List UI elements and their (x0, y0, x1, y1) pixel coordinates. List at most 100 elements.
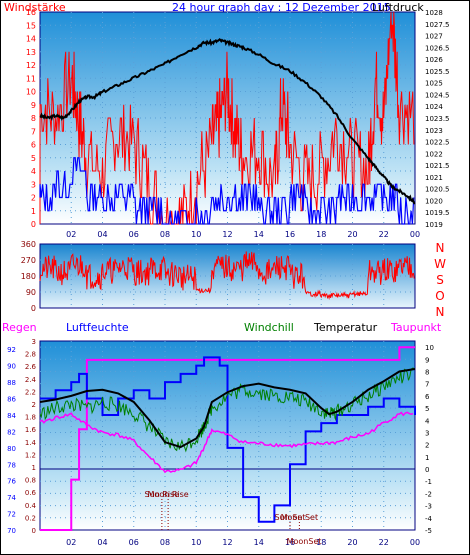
humidity-y-tick-label: 80 (7, 445, 16, 453)
wind-x-tick-label: 16 (285, 230, 295, 239)
wind-y-tick-label: 3 (31, 180, 36, 189)
direction-series (39, 251, 415, 301)
dewpoint-line (39, 411, 414, 474)
humidity-y-tick-label: 82 (7, 428, 16, 436)
wind-y-tick-label: 8 (31, 114, 36, 123)
rain-y-tick-label: 1.6 (25, 426, 37, 434)
pressure-y-tick-label: 1027 (425, 33, 443, 41)
pressure-y-tick-label: 1025 (425, 80, 443, 88)
pressure-y-tick-label: 1024.5 (425, 91, 450, 99)
temperature-y-tick-label: -5 (425, 527, 432, 535)
rain-y-tick-label: 2.2 (25, 388, 36, 396)
temperature-y-tick-label: 6 (425, 393, 430, 401)
humidity-label: Luftfeuchte (66, 321, 129, 334)
compass-label: O (435, 289, 444, 303)
temperature-y-tick-label: 1 (425, 454, 429, 462)
pressure-y-tick-label: 1019 (425, 221, 443, 229)
pressure-y-tick-label: 1023.5 (425, 115, 450, 123)
pressure-y-tick-label: 1022.5 (425, 139, 450, 147)
annotation-label: Sun Set (275, 513, 306, 522)
pressure-y-tick-label: 1021 (425, 174, 443, 182)
pressure-y-tick-label: 1025.5 (425, 68, 450, 76)
humidity-y-tick-label: 74 (7, 494, 16, 502)
direction-y-ticks: 360 270 180 90 0 (21, 240, 36, 313)
rain-label: Regen (2, 321, 37, 334)
temperature-y-tick-label: 10 (425, 344, 434, 352)
wind-x-tick-label: 08 (160, 230, 170, 239)
rain-y-tick-label: 2.4 (25, 376, 37, 384)
annotation-label: Moon Set (281, 513, 318, 522)
wind-grid (40, 12, 415, 224)
compass-label: N (436, 241, 445, 255)
rain-y-tick-label: 1 (32, 464, 36, 472)
humidity-y-tick-label: 92 (7, 346, 16, 354)
compass-label: N (436, 305, 445, 319)
wind-direction-line (39, 251, 415, 301)
pressure-line (39, 37, 416, 205)
pressure-y-tick-label: 1026.5 (425, 44, 450, 52)
wind-y-tick-label: 9 (31, 101, 36, 110)
wind-x-tick-label: 04 (97, 230, 107, 239)
temperature-y-tick-label: 9 (425, 356, 429, 364)
temperature-y-tick-label: -4 (425, 515, 433, 523)
wind-x-tick-label: 14 (254, 230, 264, 239)
wind-y-tick-label: 1 (31, 207, 36, 216)
direction-y-tick-label: 270 (21, 256, 36, 265)
wind-y-tick-label: 16 (26, 8, 36, 17)
rain-y-tick-label: 3 (32, 338, 36, 346)
wind-y-tick-label: 6 (31, 141, 36, 150)
wind-y-tick-label: 7 (31, 127, 36, 136)
wind-strength-label: Windstärke (4, 1, 66, 14)
wind-x-ticks: 02 04 06 08 10 12 14 16 18 20 22 00 (66, 230, 420, 239)
compass-label: S (436, 273, 444, 287)
pressure-y-tick-label: 1020 (425, 197, 443, 205)
direction-y-tick-label: 360 (21, 240, 36, 249)
wind-x-tick-label: 06 (129, 230, 139, 239)
wind-x-tick-label: 12 (222, 230, 232, 239)
temperature-panel: Regen Luftfeuchte Windchill Temperatur T… (2, 321, 442, 547)
temperature-x-tick-label: 06 (129, 538, 139, 547)
rain-y-tick-label: 1.2 (25, 451, 36, 459)
temperature-y-tick-label: 8 (425, 368, 429, 376)
direction-grid (40, 244, 415, 308)
rain-y-tick-label: 2.6 (25, 363, 37, 371)
pressure-y-tick-label: 1022 (425, 150, 443, 158)
rain-y-tick-label: 0.4 (25, 502, 37, 510)
temperature-grid (40, 341, 415, 530)
temperature-x-tick-label: 22 (379, 538, 389, 547)
humidity-y-tick-label: 72 (7, 511, 16, 519)
temperature-x-tick-label: 08 (160, 538, 170, 547)
temperature-x-tick-label: 16 (285, 538, 295, 547)
temperature-y-tick-label: 3 (425, 429, 429, 437)
wind-series (39, 11, 416, 225)
temperature-y-tick-label: 4 (425, 417, 430, 425)
temperature-x-tick-label: 18 (316, 538, 326, 547)
annotation-label: Sun Rise (145, 490, 180, 499)
temperature-label: Temperatur (313, 321, 378, 334)
pressure-y-tick-label: 1019.5 (425, 209, 450, 217)
temperature-x-ticks: 02 04 06 08 10 12 14 16 18 20 22 00 (66, 538, 420, 547)
direction-y-tick-label: 180 (21, 272, 36, 281)
dewpoint-label: Taupunkt (390, 321, 442, 334)
humidity-y-tick-label: 90 (7, 363, 16, 371)
pressure-y-tick-label: 1023 (425, 127, 443, 135)
temperature-x-tick-label: 20 (347, 538, 357, 547)
rain-y-ticks: 3 2.8 2.6 2.4 2.2 2 1.8 1.6 1.4 1.2 1 0.8 0.6 0.4 0.2 0 (25, 338, 37, 535)
temperature-x-tick-label: 04 (97, 538, 107, 547)
wind-y-tick-label: 15 (26, 21, 36, 30)
humidity-y-tick-label: 86 (7, 396, 16, 404)
pressure-y-tick-label: 1024 (425, 103, 443, 111)
wind-x-tick-label: 20 (347, 230, 357, 239)
wind-y-tick-label: 14 (26, 35, 36, 44)
temperature-y-tick-label: 2 (425, 442, 429, 450)
rain-line (40, 346, 415, 531)
wind-y-tick-label: 2 (31, 194, 36, 203)
humidity-y-ticks: 92 90 88 86 84 82 80 78 76 74 72 70 (7, 346, 16, 535)
wind-average-line (39, 157, 415, 225)
rain-y-tick-label: 2 (32, 401, 36, 409)
wind-y-tick-label: 11 (26, 74, 36, 83)
